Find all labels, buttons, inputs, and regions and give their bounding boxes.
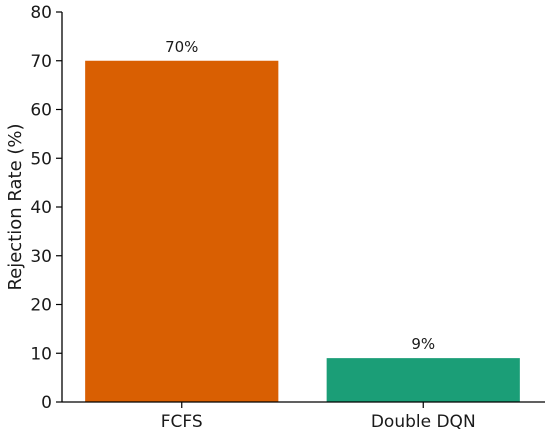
bars-layer [85, 60, 520, 402]
y-tick-label: 80 [30, 3, 52, 23]
x-tick-label: Double DQN [371, 412, 476, 429]
y-axis-title: Rejection Rate (%) [5, 123, 26, 290]
bar-value-label: 70% [165, 38, 198, 56]
y-tick-label: 50 [30, 149, 52, 169]
y-ticks: 0 10 20 30 40 50 60 70 80 [30, 3, 62, 413]
y-tick-label: 70 [30, 52, 52, 72]
data-labels-layer: 70% 9% [165, 38, 435, 353]
x-tick-label: FCFS [161, 412, 203, 429]
y-tick-label: 10 [30, 344, 52, 364]
y-tick-label: 20 [30, 296, 52, 316]
y-tick-label: 60 [30, 101, 52, 121]
x-ticks: FCFS Double DQN [161, 402, 476, 432]
bar-fcfs [85, 60, 279, 402]
y-tick-label: 0 [41, 393, 52, 413]
y-tick-label: 40 [30, 198, 52, 218]
bar-value-label: 9% [411, 335, 435, 353]
y-tick-label: 30 [30, 247, 52, 267]
bar-double-dqn [326, 358, 520, 402]
